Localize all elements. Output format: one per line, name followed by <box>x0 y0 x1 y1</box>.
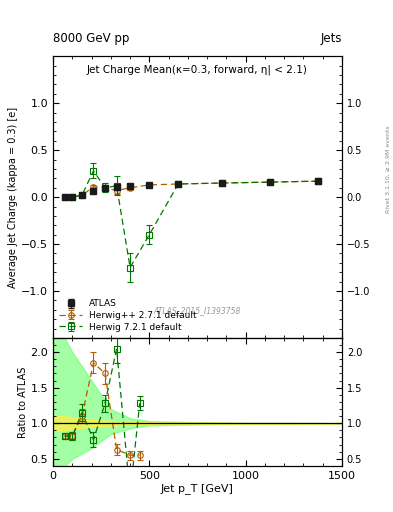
Text: 8000 GeV pp: 8000 GeV pp <box>53 32 129 45</box>
Y-axis label: Average Jet Charge (kappa = 0.3) [e]: Average Jet Charge (kappa = 0.3) [e] <box>8 106 18 288</box>
Y-axis label: Ratio to ATLAS: Ratio to ATLAS <box>18 366 28 438</box>
Text: Rivet 3.1.10, ≥ 2.9M events: Rivet 3.1.10, ≥ 2.9M events <box>386 125 391 213</box>
Text: Jet Charge Mean(κ=0.3, forward, η| < 2.1): Jet Charge Mean(κ=0.3, forward, η| < 2.1… <box>87 65 308 75</box>
Legend: ATLAS, Herwig++ 2.7.1 default, Herwig 7.2.1 default: ATLAS, Herwig++ 2.7.1 default, Herwig 7.… <box>57 297 198 333</box>
Text: Jets: Jets <box>320 32 342 45</box>
Text: ATLAS_2015_I1393758: ATLAS_2015_I1393758 <box>154 306 241 315</box>
X-axis label: Jet p_T [GeV]: Jet p_T [GeV] <box>161 483 234 495</box>
